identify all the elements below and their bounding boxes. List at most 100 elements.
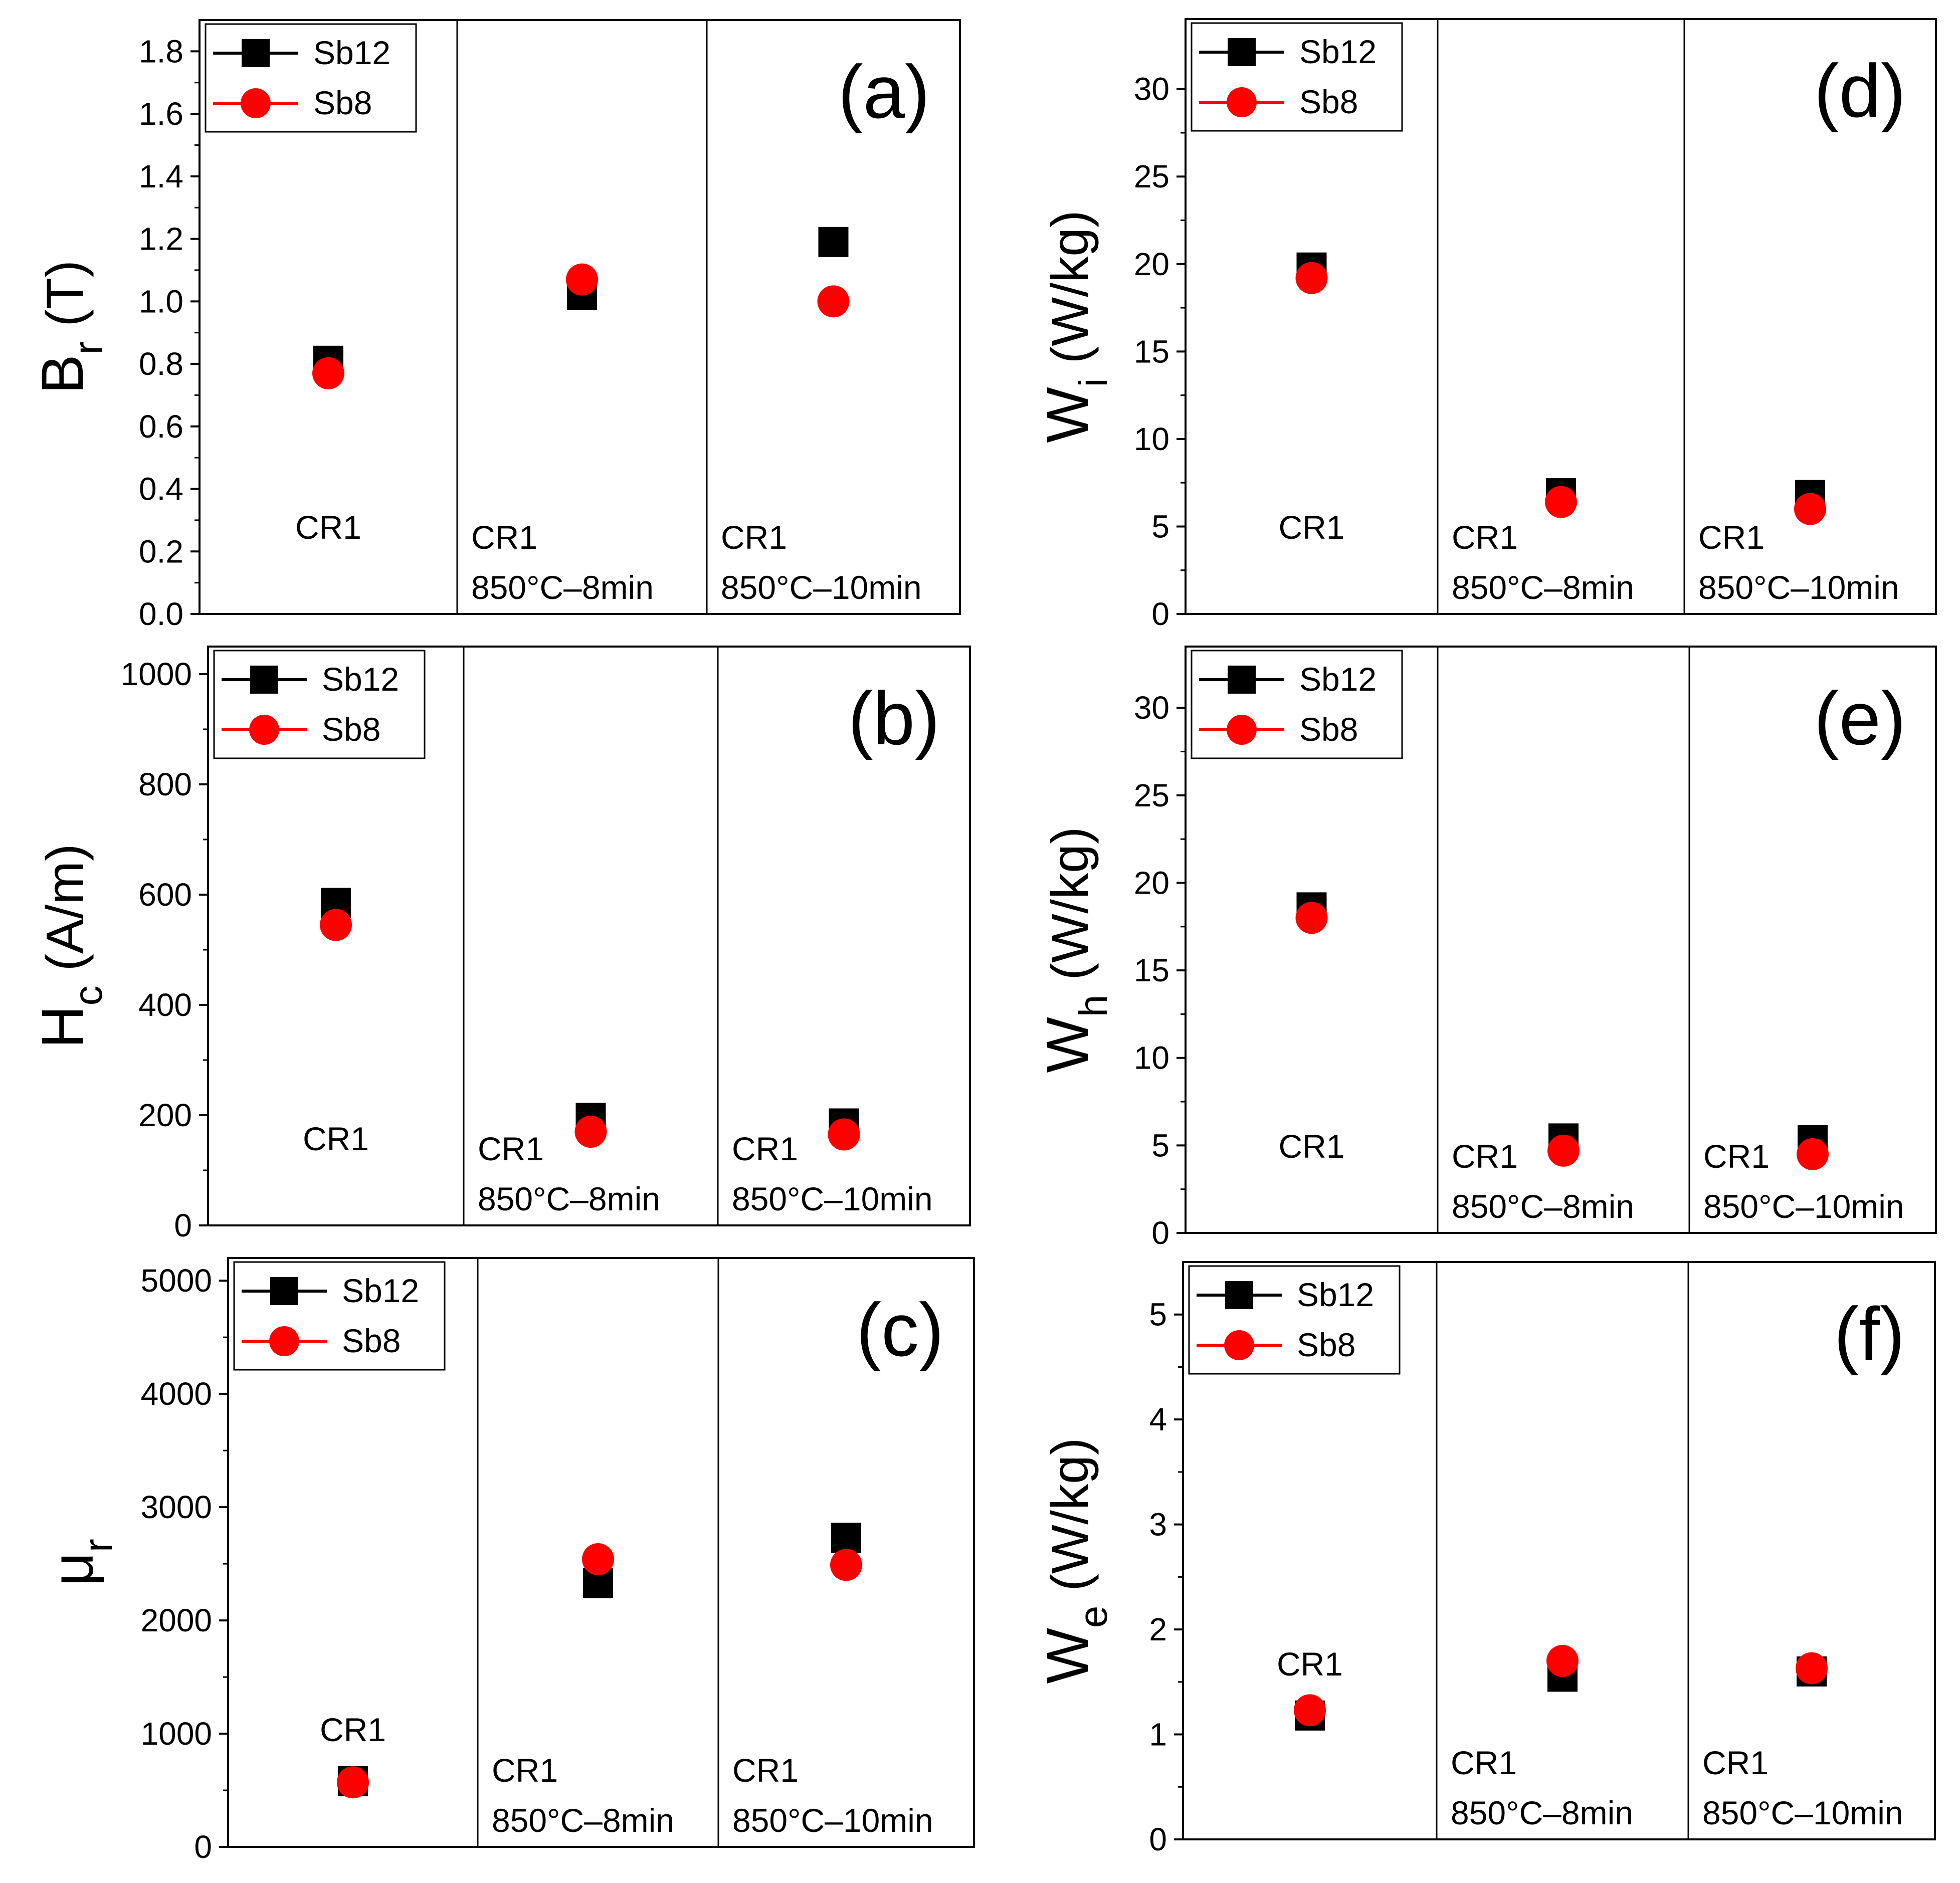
y-axis-label-unit: (T) <box>36 260 94 341</box>
y-axis-label-symbol: H <box>30 1005 96 1048</box>
category-label: CR1 <box>478 1130 544 1167</box>
y-axis-label-unit: (W/kg) <box>1041 1438 1099 1606</box>
y-tick-label: 400 <box>138 987 192 1023</box>
legend-label: Sb8 <box>1297 1326 1355 1363</box>
legend-marker-sb12 <box>242 39 270 67</box>
y-axis-label-unit: (A/m) <box>36 844 94 985</box>
category-label: 850°C–10min <box>1703 1188 1904 1225</box>
y-tick-label: 0.6 <box>139 408 183 445</box>
category-label: CR1 <box>1702 1744 1769 1781</box>
category-label: 850°C–8min <box>478 1180 660 1217</box>
panel-f: 0 1 2 3 4 5 We (W/kg) (f) CR1 CR1 850°C–8min CR1 850… <box>1035 1261 1936 1857</box>
legend-marker-sb12 <box>1228 38 1256 66</box>
category-label: 850°C–8min <box>1452 569 1634 606</box>
y-tick-label: 800 <box>138 766 192 802</box>
y-tick-label: 0 <box>194 1829 212 1865</box>
data-point-sb8 <box>320 909 352 941</box>
legend-marker-sb12 <box>1228 666 1256 694</box>
data-point-sb8 <box>1295 262 1328 294</box>
category-label: 850°C–10min <box>732 1802 933 1839</box>
legend-box <box>213 650 426 759</box>
y-tick-label: 25 <box>1134 158 1169 194</box>
legend-label: Sb8 <box>313 84 372 121</box>
category-label: CR1 <box>721 519 787 556</box>
data-point-sb8 <box>817 285 850 318</box>
legend-marker-sb12 <box>270 1277 298 1305</box>
y-axis-label-subscript: r <box>66 341 110 355</box>
category-label: CR1 <box>1452 519 1518 556</box>
y-tick-label: 5 <box>1151 508 1169 544</box>
y-tick-label: 1.2 <box>139 221 183 257</box>
data-point-sb8 <box>574 1116 607 1148</box>
y-axis-label: Wi (W/kg) <box>1035 210 1115 443</box>
y-tick-label: 5000 <box>141 1263 212 1299</box>
category-label: CR1 <box>732 1752 799 1789</box>
plot-frame <box>207 646 971 1226</box>
data-point-sb8 <box>1295 902 1328 934</box>
y-tick-label: 15 <box>1134 333 1169 369</box>
legend-marker-sb8 <box>1224 1330 1254 1360</box>
data-point-sb8 <box>1794 493 1826 525</box>
y-tick-label: 0.0 <box>139 596 183 632</box>
y-tick-label: 1.0 <box>139 283 183 319</box>
y-tick-label: 4000 <box>141 1376 212 1412</box>
legend-label: Sb8 <box>1299 83 1358 120</box>
legend-marker-sb8 <box>241 88 271 118</box>
y-axis-label: Hc (A/m) <box>30 844 110 1048</box>
y-tick-label: 0 <box>1151 596 1169 632</box>
data-point-sb8 <box>1294 1694 1326 1727</box>
y-axis-label: We (W/kg) <box>1035 1438 1115 1684</box>
y-axis-label-symbol: W <box>1035 387 1101 443</box>
y-tick-label: 1.4 <box>139 158 183 194</box>
legend: Sb12 Sb8 <box>213 650 426 759</box>
data-point-sb8 <box>312 357 344 389</box>
panel-label: (c) <box>856 1288 944 1372</box>
y-axis-label: μr <box>40 1539 120 1586</box>
legend-label: Sb8 <box>342 1322 401 1359</box>
legend-box <box>1191 22 1403 132</box>
legend-box <box>1191 650 1403 759</box>
category-label: CR1 <box>320 1711 386 1748</box>
plot-frame <box>227 1257 975 1848</box>
data-point-sb8 <box>1796 1652 1828 1685</box>
panel-e: 0 5 10 15 20 25 30 Wh (W/kg) (e) CR1 CR1 850°C–8min… <box>1035 646 1937 1251</box>
legend: Sb12 Sb8 <box>205 23 417 133</box>
category-label: 850°C–8min <box>471 569 654 606</box>
panel-c: 0 1000 2000 3000 4000 5000 μr (c) CR1 CR1 850°C–8m… <box>40 1257 975 1865</box>
category-label: CR1 <box>732 1130 798 1167</box>
y-tick-label: 200 <box>138 1097 192 1133</box>
y-tick-label: 5 <box>1149 1297 1167 1333</box>
y-axis-label-unit: (W/kg) <box>1041 210 1099 378</box>
data-point-sb8 <box>1545 486 1577 518</box>
y-axis-label-symbol: W <box>1035 1017 1101 1073</box>
y-tick-label: 30 <box>1134 690 1169 726</box>
legend-label: Sb12 <box>1297 1276 1374 1313</box>
y-axis-label-unit: (W/kg) <box>1041 827 1099 995</box>
y-tick-label: 10 <box>1134 421 1169 457</box>
y-tick-label: 15 <box>1134 952 1169 988</box>
legend-label: Sb12 <box>1299 33 1377 70</box>
panel-label: (a) <box>838 50 930 134</box>
data-point-sb8 <box>1547 1134 1580 1167</box>
y-tick-label: 0.4 <box>139 471 183 507</box>
legend-label: Sb8 <box>1299 711 1358 748</box>
y-tick-label: 2000 <box>141 1602 212 1638</box>
category-label: 850°C–10min <box>1702 1794 1903 1831</box>
y-tick-label: 1000 <box>141 1716 212 1752</box>
legend-label: Sb12 <box>1299 661 1377 698</box>
legend-marker-sb8 <box>1227 87 1257 117</box>
legend-marker-sb12 <box>250 666 278 694</box>
panel-label: (d) <box>1814 49 1906 133</box>
y-tick-label: 25 <box>1134 777 1169 813</box>
y-tick-label: 20 <box>1134 246 1169 282</box>
category-label: CR1 <box>303 1120 369 1157</box>
data-point-sb8 <box>582 1543 614 1576</box>
panel-a: 0.0 0.2 0.4 0.6 0.8 1.0 1.2 1.4 1.6 1.8 Br (T) (a) C… <box>30 19 961 632</box>
y-tick-label: 3000 <box>141 1489 212 1525</box>
category-label: CR1 <box>1703 1138 1770 1175</box>
category-label: CR1 <box>1451 1744 1517 1781</box>
category-label: CR1 <box>1698 519 1765 556</box>
panel-label: (b) <box>848 676 940 760</box>
